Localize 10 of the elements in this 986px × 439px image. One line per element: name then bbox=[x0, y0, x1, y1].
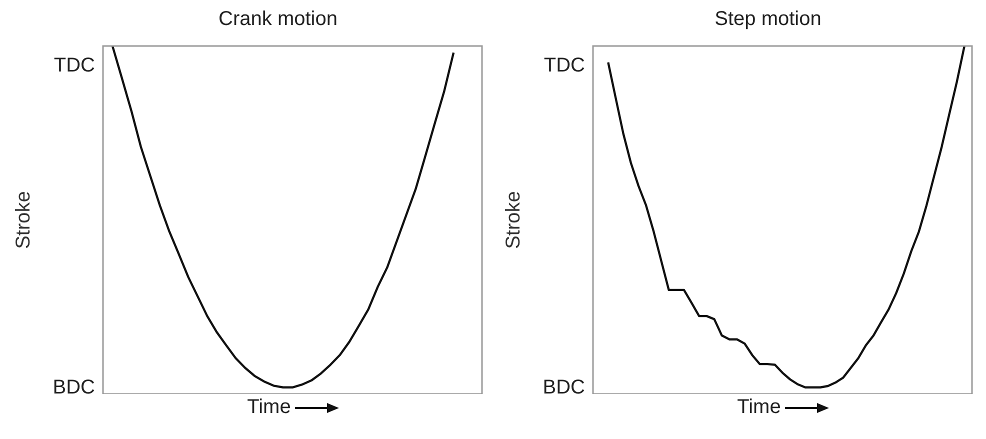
x-axis-title: Time bbox=[247, 396, 291, 418]
y-axis-title: Stroke bbox=[12, 191, 35, 249]
y-axis-title: Stroke bbox=[502, 191, 525, 249]
text: TDC bbox=[544, 54, 585, 77]
text: BDC bbox=[542, 376, 585, 399]
chart-title: Step motion bbox=[714, 8, 822, 32]
chart-title: Crank motion bbox=[218, 8, 338, 32]
text: TDC bbox=[54, 54, 95, 77]
text: BDC bbox=[52, 376, 95, 399]
x-axis-title: Time bbox=[737, 396, 781, 418]
